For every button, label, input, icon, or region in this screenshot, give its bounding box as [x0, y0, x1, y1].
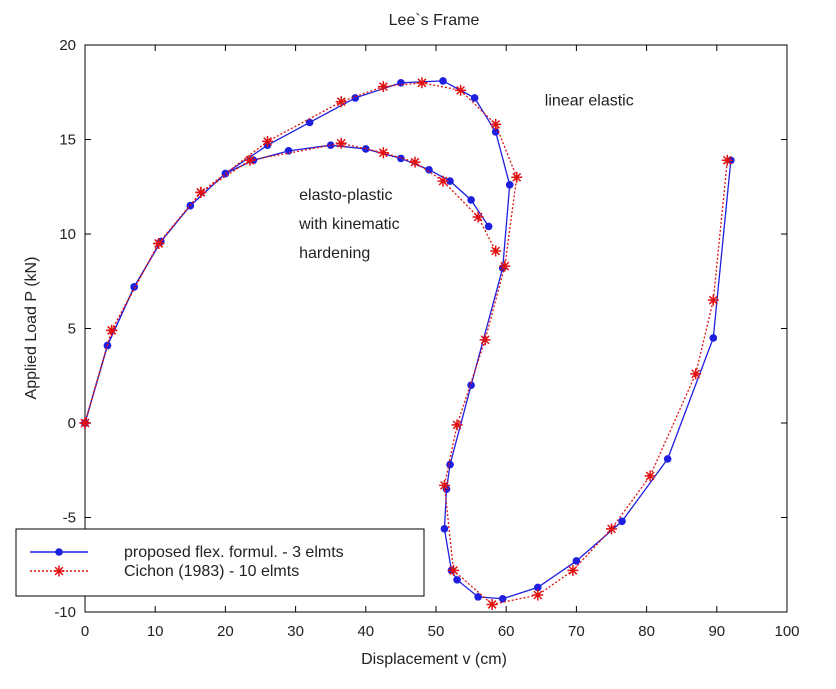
data-point: [467, 196, 475, 204]
annotation-text: with kinematic: [298, 216, 399, 233]
x-tick-label: 90: [708, 623, 725, 640]
data-point: [446, 460, 454, 469]
data-point: [351, 94, 360, 102]
data-point: [397, 154, 405, 163]
data-point: [377, 147, 389, 159]
x-tick-label: 80: [638, 623, 655, 640]
x-axis-title: Displacement v (cm): [361, 651, 507, 668]
data-point: [505, 181, 514, 189]
data-point: [606, 523, 617, 535]
y-tick-label: 5: [68, 321, 76, 338]
data-point: [377, 81, 389, 93]
data-point: [709, 334, 718, 342]
legend-item: proposed flex. formul. - 3 elmts: [30, 544, 344, 561]
y-axis-title: Applied Load P (kN): [23, 257, 40, 400]
x-tick-label: 50: [428, 623, 445, 640]
plot-area: [84, 44, 788, 613]
x-tick-label: 10: [147, 623, 164, 640]
data-point: [663, 455, 672, 463]
data-point: [644, 470, 656, 482]
data-point: [335, 137, 347, 149]
annotations: linear elastic elasto-plastic with kinemat…: [298, 92, 634, 262]
data-point: [153, 237, 165, 249]
chart-title: Lee`s Frame: [389, 12, 480, 29]
annotation-text: hardening: [299, 245, 370, 262]
data-point: [490, 245, 502, 257]
x-axis: 0 10 20 30 40 50 60 70 80 90 100: [81, 45, 800, 640]
data-point: [448, 564, 460, 576]
y-tick-label: -5: [63, 510, 76, 527]
data-point: [474, 593, 482, 601]
legend: proposed flex. formul. - 3 elmts Cichon (…: [15, 528, 425, 597]
data-point: [479, 334, 491, 346]
data-point: [437, 175, 449, 187]
data-point: [326, 141, 335, 149]
data-point: [491, 128, 500, 136]
data-point: [511, 171, 523, 183]
legend-item: Cichon (1983) - 10 elmts: [30, 563, 299, 580]
data-point: [106, 324, 118, 336]
data-point: [130, 283, 138, 291]
x-tick-label: 0: [81, 623, 89, 640]
data-point: [533, 583, 542, 592]
data-point: [498, 594, 507, 603]
series-layer: [79, 77, 735, 610]
series-2: [79, 77, 733, 610]
annotation-text: linear elastic: [545, 92, 634, 109]
data-point: [416, 77, 428, 89]
y-tick-label: -10: [54, 604, 76, 621]
data-point: [532, 589, 544, 601]
data-point: [438, 479, 450, 491]
data-point: [572, 557, 581, 565]
data-point: [425, 165, 433, 174]
series-2-line: [84, 82, 728, 606]
data-point: [451, 419, 463, 431]
data-point: [484, 222, 493, 231]
data-point: [490, 118, 502, 130]
legend-label: proposed flex. formul. - 3 elmts: [124, 544, 344, 561]
legend-label: Cichon (1983) - 10 elmts: [124, 563, 299, 580]
y-tick-label: 0: [68, 415, 76, 432]
data-point: [440, 525, 449, 533]
data-point: [409, 156, 421, 168]
data-point: [79, 417, 91, 429]
data-point: [499, 260, 511, 272]
y-tick-label: 15: [59, 132, 76, 149]
data-point: [262, 135, 274, 147]
x-tick-label: 20: [217, 623, 234, 640]
data-point: [455, 84, 467, 96]
data-point: [439, 77, 447, 85]
x-tick-label: 60: [498, 623, 515, 640]
y-axis: -10 -5 0 5 10 15 20: [54, 37, 787, 621]
data-point: [618, 517, 626, 526]
data-point: [690, 368, 702, 380]
data-point: [472, 211, 484, 223]
legend-marker: [53, 565, 65, 577]
data-point: [486, 598, 498, 610]
plot-frame: [84, 44, 788, 613]
data-point: [335, 96, 347, 108]
data-point: [707, 294, 719, 306]
y-tick-label: 20: [59, 37, 76, 54]
x-tick-label: 100: [774, 623, 799, 640]
data-point: [244, 154, 256, 166]
legend-marker: [55, 548, 63, 556]
y-tick-label: 10: [59, 226, 76, 243]
annotation-text: elasto-plastic: [299, 187, 392, 204]
data-point: [195, 186, 207, 198]
x-tick-label: 40: [357, 623, 374, 640]
x-tick-label: 70: [568, 623, 585, 640]
data-point: [362, 145, 370, 153]
legend-box: [15, 528, 425, 597]
data-point: [567, 564, 579, 576]
data-point: [446, 177, 454, 185]
data-point: [721, 154, 733, 166]
x-tick-label: 30: [287, 623, 304, 640]
data-point: [305, 118, 314, 127]
data-point: [453, 576, 461, 584]
data-point: [470, 94, 479, 102]
